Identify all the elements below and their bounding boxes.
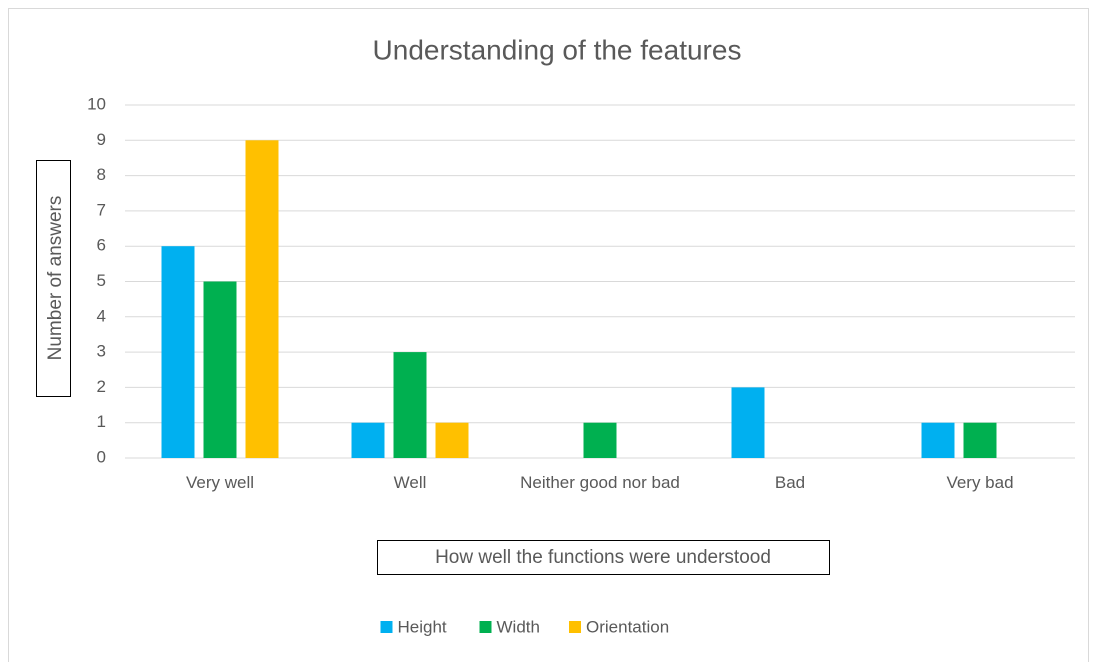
bar [351, 422, 385, 458]
x-tick-label: Neither good nor bad [520, 473, 680, 492]
bar [921, 422, 955, 458]
y-tick-label: 2 [97, 377, 106, 396]
y-tick-label: 4 [97, 306, 106, 325]
x-tick-label: Very bad [946, 473, 1014, 492]
legend-label: Orientation [586, 617, 669, 636]
x-axis-label: How well the functions were understood [435, 547, 771, 568]
x-label-box [377, 540, 830, 575]
legend-swatch [479, 621, 492, 633]
x-tick-label: Well [393, 473, 427, 492]
chart-title: Understanding of the features [373, 34, 742, 65]
bar [245, 140, 279, 459]
legend-label: Height [398, 617, 447, 636]
bar [963, 422, 997, 458]
bar [393, 352, 427, 458]
legend-swatch [380, 621, 393, 633]
y-tick-label: 10 [87, 94, 106, 113]
y-tick-label: 6 [97, 236, 106, 255]
bar [731, 387, 765, 458]
y-label-box [36, 160, 71, 397]
legend-label: Width [497, 617, 540, 636]
x-tick-label: Very well [185, 473, 255, 492]
y-tick-label: 5 [97, 271, 106, 290]
bar [161, 246, 195, 458]
y-tick-label: 9 [97, 130, 106, 149]
y-tick-label: 7 [97, 200, 106, 219]
x-tick-label: Bad [774, 473, 806, 492]
bar [583, 422, 617, 458]
bar [435, 422, 469, 458]
bar [203, 281, 237, 458]
y-tick-label: 8 [97, 165, 106, 184]
y-axis-label: Number of answers [45, 196, 66, 361]
y-tick-label: 3 [97, 342, 106, 361]
legend-swatch [569, 621, 581, 633]
y-tick-label: 0 [97, 447, 106, 466]
y-tick-label: 1 [97, 412, 106, 431]
